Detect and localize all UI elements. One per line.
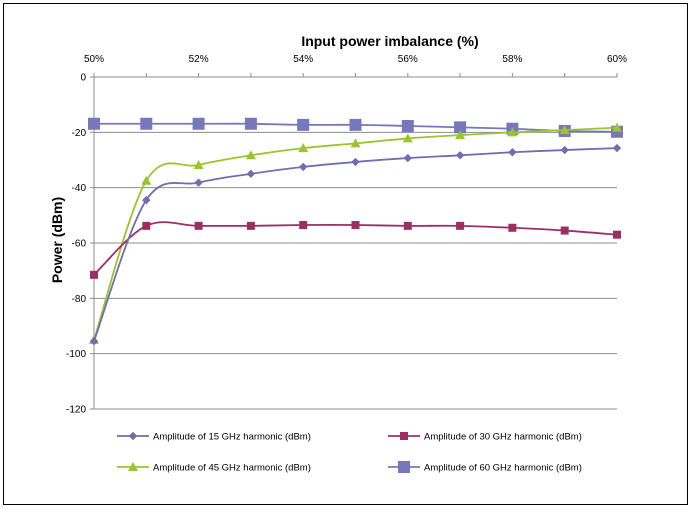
legend-marker [128,462,138,471]
data-point [402,133,413,143]
y-tick-label: -40 [72,183,87,194]
data-point [141,175,152,185]
legend-marker [400,432,408,440]
x-tick-label: 52% [189,54,209,65]
data-point [193,159,204,169]
data-point [612,122,622,132]
data-point [192,117,205,130]
data-point [401,119,414,132]
y-tick-label: -60 [72,239,87,250]
legend-marker [398,461,410,473]
x-tick-label: 60% [607,54,627,65]
legend-item: Amplitude of 60 GHz harmonic (dBm) [388,461,582,474]
data-point [299,162,308,172]
legend-item: Amplitude of 30 GHz harmonic (dBm) [388,432,582,443]
data-point [454,121,467,134]
data-point [351,157,360,167]
legend-item: Amplitude of 45 GHz harmonic (dBm) [117,462,311,474]
legend-label: Amplitude of 30 GHz harmonic (dBm) [424,432,582,443]
legend-label: Amplitude of 45 GHz harmonic (dBm) [153,463,311,474]
data-point [455,151,465,160]
data-point [244,117,257,130]
data-point [508,148,517,157]
data-point [349,118,362,131]
series-1 [89,143,622,346]
data-point [559,125,570,135]
data-point [140,117,153,130]
data-point [612,143,622,153]
legend-item: Amplitude of 15 GHz harmonic (dBm) [117,432,311,443]
gridlines [94,131,617,410]
axes: 0 -20 -40 -60 -80 -100 -120 50% 52% 54% 56% 58% 60% [66,54,627,416]
data-point [89,337,99,346]
chart-frame [3,3,688,505]
data-point [403,221,412,230]
y-tick-label: -20 [72,128,87,139]
legend: Amplitude of 15 GHz harmonic (dBm) Amplit… [117,432,582,474]
data-point [245,150,256,160]
series-4 [88,117,623,138]
y-tick-label: -100 [66,349,86,360]
legend-label: Amplitude of 60 GHz harmonic (dBm) [424,463,582,474]
x-tick-label: 58% [502,54,522,65]
data-point [560,226,569,235]
x-tick-label: 50% [84,54,104,65]
data-point [298,143,309,153]
data-point [350,138,361,148]
x-tick-label: 54% [293,54,313,65]
series-line [93,221,618,276]
data-point [194,221,203,230]
legend-marker [128,431,138,441]
series-line [93,147,618,342]
x-axis-title: Input power imbalance (%) [301,33,478,49]
series-layer [88,117,623,346]
y-axis-title: Power (dBm) [49,197,65,283]
data-point [246,221,255,230]
data-point [508,223,517,232]
y-tick-label: -120 [66,405,86,416]
data-point [299,221,308,230]
series-3 [89,122,622,344]
data-point [88,117,100,130]
data-point [455,130,466,140]
data-point [194,178,203,187]
data-point [297,118,310,131]
data-point [90,270,98,279]
series-line [93,126,618,341]
legend-label: Amplitude of 15 GHz harmonic (dBm) [153,432,311,443]
data-point [351,221,360,230]
data-point [613,230,621,239]
y-tick-label: 0 [80,73,86,84]
data-point [142,195,151,205]
data-point [403,153,412,163]
data-point [507,127,518,137]
data-point [560,145,569,155]
series-2 [90,221,621,279]
y-tick-label: -80 [72,294,87,305]
data-point [456,221,465,230]
x-tick-label: 56% [398,54,418,65]
data-point [246,169,256,179]
data-point [142,221,151,230]
